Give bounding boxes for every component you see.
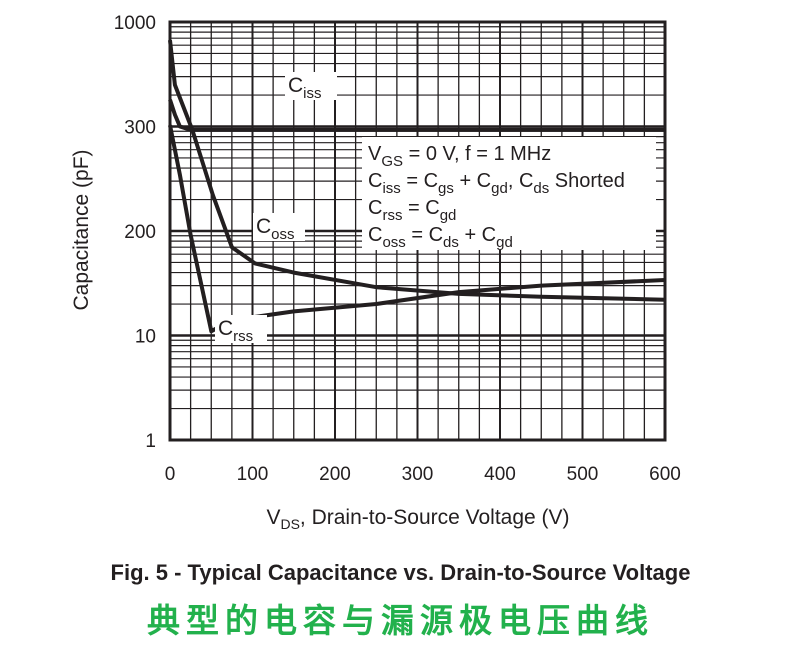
curve-label-bg — [253, 213, 305, 241]
condition-line: Ciss = Cgs + Cgd, Cds Shorted — [368, 170, 625, 197]
x-tick-label: 100 — [237, 464, 269, 485]
conditions-box-bg — [362, 137, 656, 250]
series-line-oss — [168, 39, 666, 302]
condition-line: Coss = Cds + Cgd — [368, 224, 513, 251]
curve-labels: Ciss Coss Crss — [215, 72, 337, 345]
y-tick-label: 10 — [135, 327, 156, 348]
y-tick-label: 1000 — [114, 13, 156, 34]
curve-label-iss: Ciss — [288, 74, 322, 102]
y-tick-label: 1 — [145, 431, 156, 452]
y-tick-label: 200 — [124, 222, 156, 243]
curve-label-oss: Coss — [256, 215, 295, 243]
x-tick-label: 600 — [649, 464, 681, 485]
x-tick-label: 500 — [567, 464, 599, 485]
chart-title: Fig. 5 - Typical Capacitance vs. Drain-t… — [110, 560, 691, 585]
tick-labels: 0 100 200 300 400 500 600 1 10 200 300 1000 — [114, 13, 681, 485]
plot-frame — [168, 20, 667, 442]
x-tick-label: 200 — [319, 464, 351, 485]
curve-label-bg — [215, 315, 267, 343]
condition-line: VGS = 0 V, f = 1 MHz — [368, 143, 551, 170]
chart-subtitle: 典型的电容与漏源极电压曲线 — [147, 601, 654, 640]
y-tick-label: 300 — [124, 118, 156, 139]
x-axis-label: VDS, Drain-to-Source Voltage (V) — [266, 506, 569, 532]
y-axis-label: Capacitance (pF) — [70, 149, 93, 310]
x-tick-label: 400 — [484, 464, 516, 485]
condition-line: Crss = Cgd — [368, 197, 456, 224]
curve-label-bg — [285, 72, 337, 100]
curve-label-rss: Crss — [218, 317, 253, 345]
x-tick-label: 0 — [165, 464, 176, 485]
x-tick-label: 300 — [402, 464, 434, 485]
